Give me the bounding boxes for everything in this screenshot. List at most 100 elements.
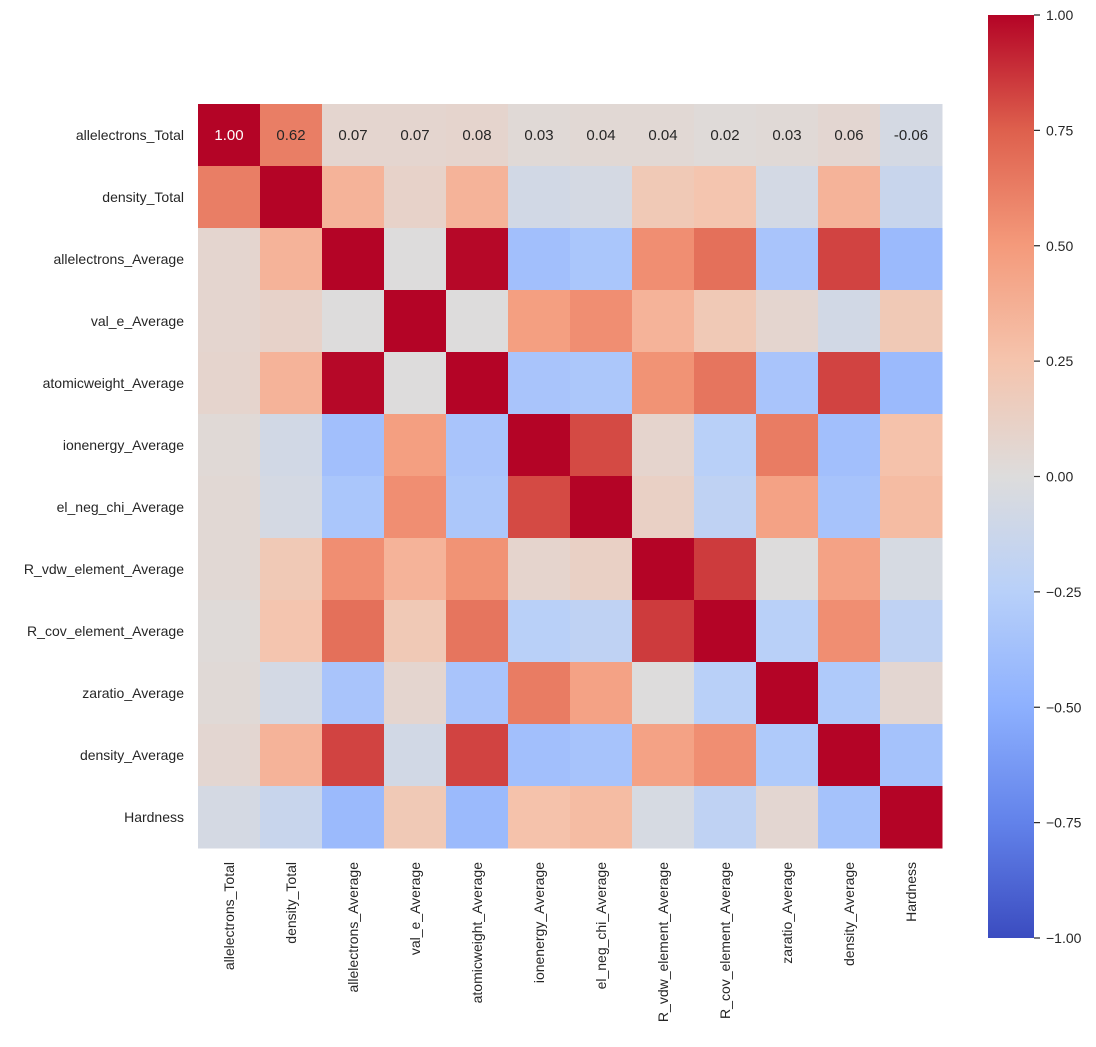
y-tick-label: zaratio_Average: [82, 685, 184, 701]
x-tick-label: val_e_Average: [407, 862, 423, 955]
y-axis-tick-labels: allelectrons_Total density_Total allelectr…: [24, 127, 184, 825]
heatmap-cell: [880, 538, 943, 601]
heatmap-cell: [880, 662, 943, 725]
heatmap-cell: [694, 104, 757, 167]
y-tick-label: val_e_Average: [91, 313, 184, 329]
heatmap-cell: [260, 228, 323, 291]
heatmap-cell: [198, 724, 261, 787]
heatmap-cell: [198, 166, 261, 229]
heatmap-cell: [756, 538, 819, 601]
x-tick-label: allelectrons_Average: [345, 862, 361, 993]
heatmap-cell: [384, 352, 447, 415]
heatmap-cell: [384, 600, 447, 663]
heatmap-cell: [880, 600, 943, 663]
x-tick-label: Hardness: [903, 862, 919, 922]
heatmap-cell: [632, 538, 695, 601]
heatmap-cell: [322, 290, 385, 353]
heatmap-cell: [818, 228, 881, 291]
x-tick-label: R_cov_element_Average: [717, 862, 733, 1019]
heatmap-cell: [632, 600, 695, 663]
heatmap-cell: [694, 228, 757, 291]
heatmap-cell: [756, 228, 819, 291]
heatmap-cell: [818, 104, 881, 167]
heatmap-cell: [446, 228, 509, 291]
x-tick-label: density_Total: [283, 862, 299, 944]
heatmap-cell: [508, 166, 571, 229]
colorbar-tick-label: 0.25: [1046, 353, 1073, 369]
colorbar-tick-label: −0.75: [1046, 815, 1082, 831]
y-tick-label: atomicweight_Average: [43, 375, 185, 391]
heatmap-cell: [632, 290, 695, 353]
heatmap-cell: [322, 538, 385, 601]
x-tick-label: el_neg_chi_Average: [593, 862, 609, 990]
y-tick-label: allelectrons_Average: [54, 251, 185, 267]
heatmap-cell: [322, 724, 385, 787]
colorbar-tick-label: 1.00: [1046, 7, 1073, 23]
heatmap-cell: [756, 476, 819, 539]
heatmap-cell: [818, 724, 881, 787]
heatmap-cell: [632, 724, 695, 787]
heatmap-cell: [818, 414, 881, 477]
x-tick-label: atomicweight_Average: [469, 862, 485, 1004]
cell-annotation: 0.04: [586, 127, 615, 144]
cell-annotation: 0.08: [462, 127, 491, 144]
heatmap-cell: [818, 538, 881, 601]
heatmap-cell: [570, 600, 633, 663]
heatmap-cell: [198, 104, 261, 167]
heatmap-cell: [694, 662, 757, 725]
heatmap-cell: [260, 662, 323, 725]
heatmap-cell: [632, 414, 695, 477]
heatmap-cell: [384, 786, 447, 849]
heatmap-cell: [384, 290, 447, 353]
heatmap-cell: [198, 786, 261, 849]
colorbar-tick-label: −1.00: [1046, 930, 1082, 946]
heatmap-cell: [322, 600, 385, 663]
heatmap-cell: [694, 786, 757, 849]
heatmap-cell: [756, 414, 819, 477]
y-tick-label: Hardness: [124, 809, 184, 825]
heatmap-cell: [570, 724, 633, 787]
heatmap-cell: [570, 476, 633, 539]
heatmap-cell: [694, 352, 757, 415]
heatmap-cell: [198, 414, 261, 477]
heatmap-cell: [508, 104, 571, 167]
cell-annotation: 0.07: [338, 127, 367, 144]
heatmap-cell: [694, 290, 757, 353]
heatmap-cell: [198, 600, 261, 663]
heatmap-cell: [818, 600, 881, 663]
heatmap-cell: [322, 228, 385, 291]
heatmap-cell: [570, 290, 633, 353]
heatmap-cell: [508, 538, 571, 601]
heatmap-cell: [818, 662, 881, 725]
heatmap-cell: [880, 166, 943, 229]
colorbar-ticks: 1.00 0.75 0.50 0.25 0.00 −0.25 −0.50 −0.75 −1.00: [1034, 7, 1082, 946]
colorbar-tick-label: −0.50: [1046, 699, 1082, 715]
cell-annotation: 0.62: [276, 127, 305, 144]
x-tick-label: zaratio_Average: [779, 862, 795, 964]
cell-annotation: 0.07: [400, 127, 429, 144]
heatmap-cell: [694, 476, 757, 539]
heatmap-cell: [880, 476, 943, 539]
heatmap-cell: [384, 228, 447, 291]
heatmap-cell: [198, 290, 261, 353]
heatmap-cell: [632, 352, 695, 415]
heatmap-cell: [508, 228, 571, 291]
heatmap-cell: [632, 662, 695, 725]
y-tick-label: density_Total: [102, 189, 184, 205]
heatmap-cell: [198, 538, 261, 601]
heatmap-cell: [446, 538, 509, 601]
heatmap-cell: [818, 166, 881, 229]
heatmap-cell: [260, 600, 323, 663]
heatmap-cell: [446, 662, 509, 725]
heatmap-cell: [322, 166, 385, 229]
heatmap-cell: [260, 476, 323, 539]
heatmap-cell: [446, 104, 509, 167]
x-tick-label: allelectrons_Total: [221, 862, 237, 970]
heatmap-cell: [322, 786, 385, 849]
heatmap-cell: [198, 662, 261, 725]
heatmap-cell: [880, 228, 943, 291]
heatmap-cell: [570, 352, 633, 415]
heatmap-cell: [446, 724, 509, 787]
heatmap-cell: [260, 414, 323, 477]
